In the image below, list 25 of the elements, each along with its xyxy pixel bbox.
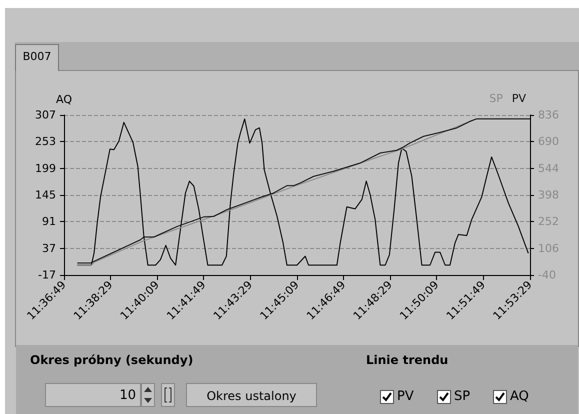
y-tick-label: 145 — [35, 188, 56, 202]
text: PV — [397, 389, 414, 404]
y-tick-label: 37 — [42, 242, 56, 255]
y-tick-label: 307 — [35, 108, 56, 122]
y2-tick-label: 836 — [538, 108, 559, 122]
y-tick-label: 91 — [42, 215, 56, 228]
text: Okres próbny (sekundy) — [30, 353, 194, 367]
text: Linie trendu — [366, 353, 448, 367]
y-tick-label: -17 — [38, 268, 56, 282]
text: 10 — [45, 383, 141, 407]
series-label: PV — [512, 92, 526, 105]
series-label: SP — [489, 92, 504, 105]
y2-tick-label: -40 — [538, 268, 556, 282]
chart-title: B007 — [15, 44, 59, 71]
text: SP — [454, 389, 470, 404]
y2-tick-label: 252 — [538, 215, 559, 228]
y2-tick-label: 690 — [538, 135, 559, 148]
y2-tick-label: 398 — [538, 188, 559, 202]
y-axis-title: AQ — [56, 93, 72, 106]
text: AQ — [510, 389, 529, 404]
y-tick-label: 199 — [35, 162, 56, 175]
text: Okres ustalony — [186, 383, 317, 407]
y2-tick-label: 544 — [538, 162, 559, 175]
y2-tick-label: 106 — [538, 242, 559, 255]
y-tick-label: 253 — [35, 135, 56, 148]
